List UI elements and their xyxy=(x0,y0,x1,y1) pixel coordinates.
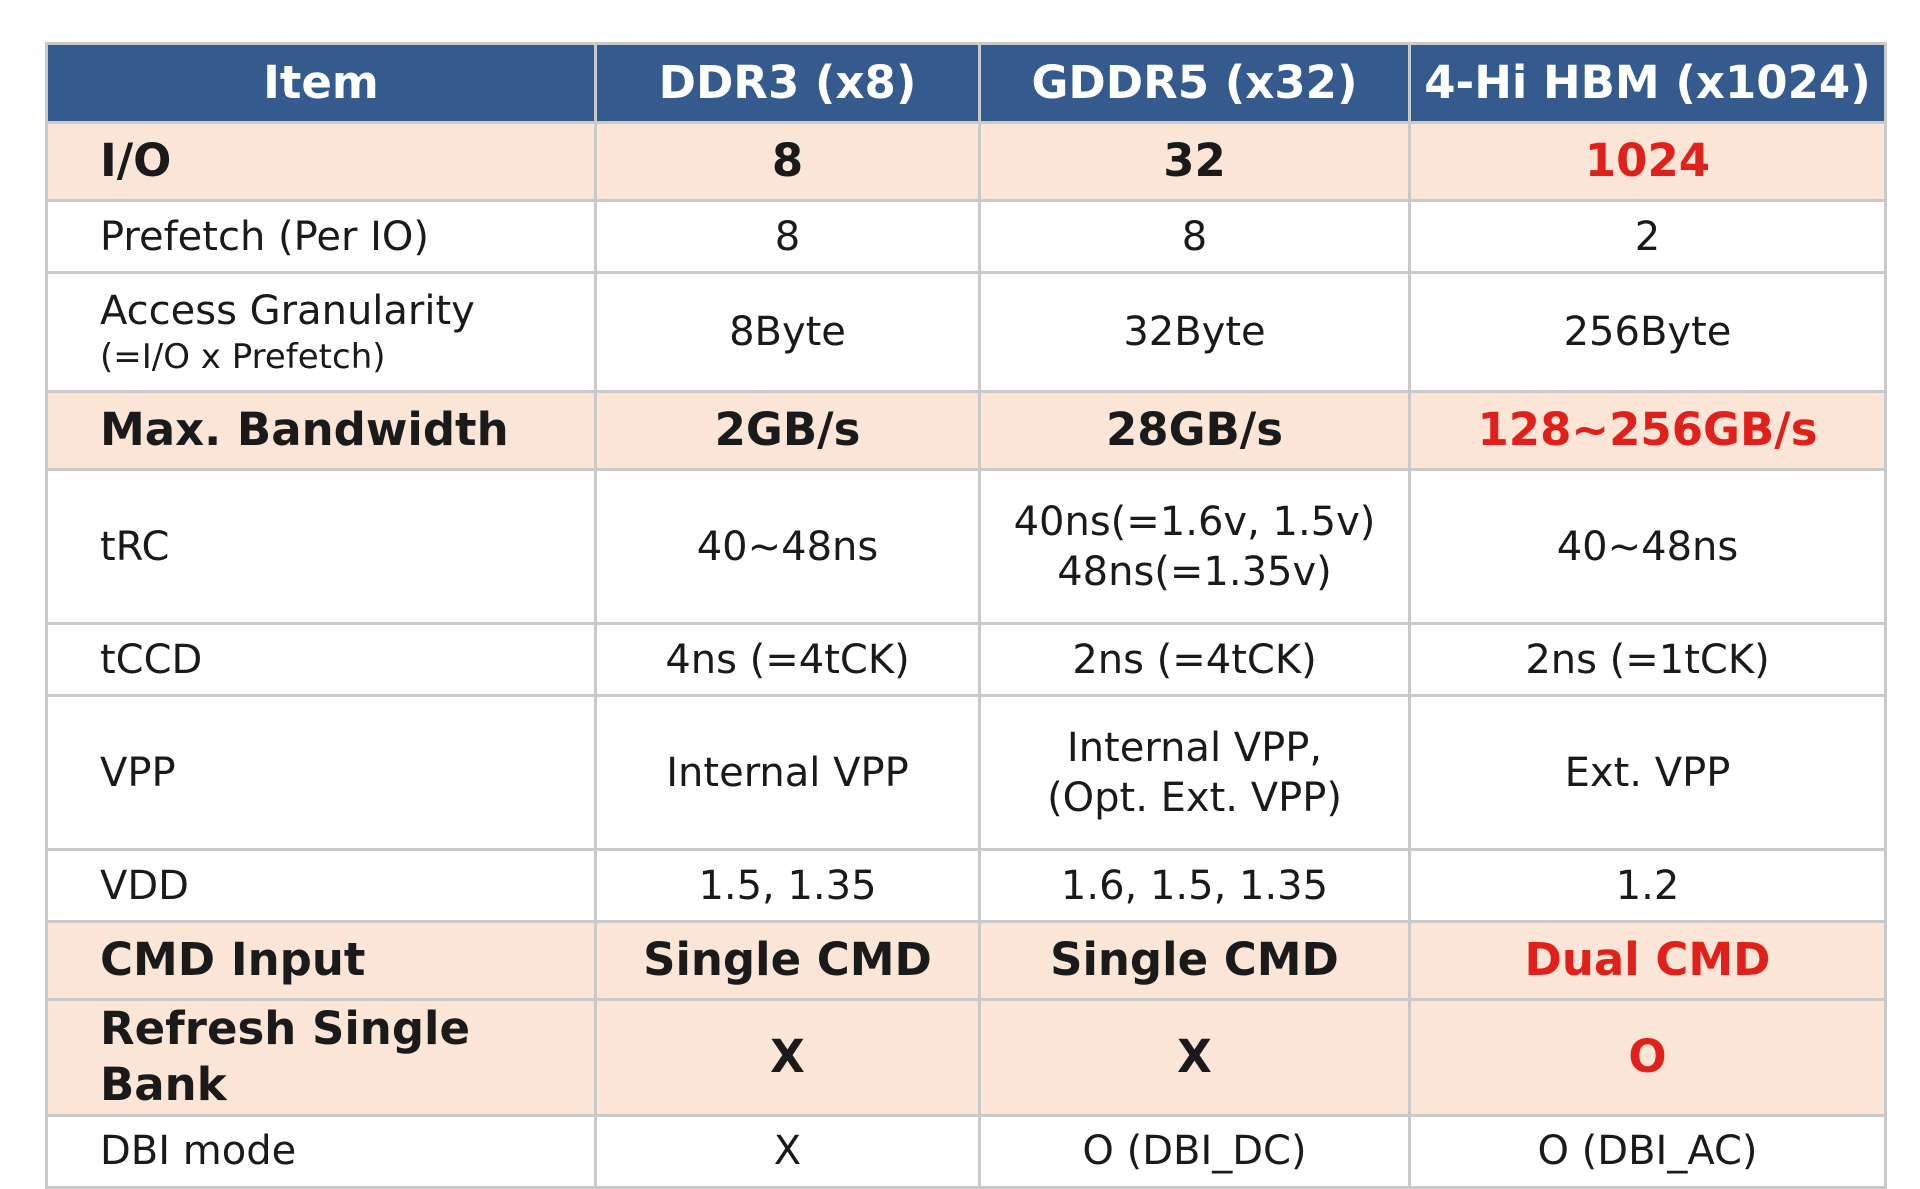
gddr5-line2: 48ns(=1.35v) xyxy=(1057,548,1332,595)
header-hbm: 4-Hi HBM (x1024) xyxy=(1408,42,1887,124)
hbm-cell: Dual CMD xyxy=(1408,920,1887,1001)
ddr3-cell: 2GB/s xyxy=(594,390,981,471)
ddr3-cell: 8 xyxy=(594,199,981,274)
ddr3-cell: 8 xyxy=(594,121,981,202)
row-prefetch: Prefetch (Per IO) 8 8 2 xyxy=(45,199,1887,274)
gddr5-cell: 32 xyxy=(978,121,1411,202)
item-label: Access Granularity xyxy=(100,287,475,334)
hbm-cell: 40~48ns xyxy=(1408,468,1887,625)
hbm-cell: O (DBI_AC) xyxy=(1408,1113,1887,1189)
gddr5-cell: 28GB/s xyxy=(978,390,1411,471)
hbm-cell: 1.2 xyxy=(1408,848,1887,923)
ddr3-cell: 8Byte xyxy=(594,271,981,393)
header-ddr3: DDR3 (x8) xyxy=(594,42,981,124)
gddr5-line1: Internal VPP, xyxy=(1066,724,1323,771)
gddr5-cell: 32Byte xyxy=(978,271,1411,393)
item-sublabel: (=I/O x Prefetch) xyxy=(100,336,386,377)
row-cmd-input: CMD Input Single CMD Single CMD Dual CMD xyxy=(45,920,1887,1001)
gddr5-line1: 40ns(=1.6v, 1.5v) xyxy=(1013,498,1376,545)
gddr5-cell: 2ns (=4tCK) xyxy=(978,622,1411,697)
item-cell: Max. Bandwidth xyxy=(45,390,597,471)
ddr3-cell: 40~48ns xyxy=(594,468,981,625)
row-vdd: VDD 1.5, 1.35 1.6, 1.5, 1.35 1.2 xyxy=(45,848,1887,923)
item-cell: tCCD xyxy=(45,622,597,697)
ddr3-cell: 1.5, 1.35 xyxy=(594,848,981,923)
comparison-table: Item DDR3 (x8) GDDR5 (x32) 4-Hi HBM (x10… xyxy=(45,42,1887,1189)
item-cell: VPP xyxy=(45,694,597,851)
gddr5-cell: 1.6, 1.5, 1.35 xyxy=(978,848,1411,923)
row-refresh-single-bank: Refresh Single Bank X X O xyxy=(45,998,1887,1117)
row-tccd: tCCD 4ns (=4tCK) 2ns (=4tCK) 2ns (=1tCK) xyxy=(45,622,1887,697)
hbm-cell: 256Byte xyxy=(1408,271,1887,393)
ddr3-cell: 4ns (=4tCK) xyxy=(594,622,981,697)
row-max-bandwidth: Max. Bandwidth 2GB/s 28GB/s 128~256GB/s xyxy=(45,390,1887,471)
gddr5-line2: (Opt. Ext. VPP) xyxy=(1047,774,1342,821)
ddr3-cell: Internal VPP xyxy=(594,694,981,851)
gddr5-cell: X xyxy=(978,998,1411,1117)
item-cell: DBI mode xyxy=(45,1113,597,1189)
gddr5-cell: Single CMD xyxy=(978,920,1411,1001)
item-cell: CMD Input xyxy=(45,920,597,1001)
row-dbi-mode: DBI mode X O (DBI_DC) O (DBI_AC) xyxy=(45,1113,1887,1189)
ddr3-cell: X xyxy=(594,1113,981,1189)
row-io: I/O 8 32 1024 xyxy=(45,121,1887,202)
ddr3-cell: Single CMD xyxy=(594,920,981,1001)
gddr5-cell: Internal VPP, (Opt. Ext. VPP) xyxy=(978,694,1411,851)
hbm-cell: 2 xyxy=(1408,199,1887,274)
row-access-granularity: Access Granularity (=I/O x Prefetch) 8By… xyxy=(45,271,1887,393)
header-row: Item DDR3 (x8) GDDR5 (x32) 4-Hi HBM (x10… xyxy=(45,42,1887,124)
hbm-cell: O xyxy=(1408,998,1887,1117)
item-cell: Refresh Single Bank xyxy=(45,998,597,1117)
item-cell: tRC xyxy=(45,468,597,625)
header-item: Item xyxy=(45,42,597,124)
row-trc: tRC 40~48ns 40ns(=1.6v, 1.5v) 48ns(=1.35… xyxy=(45,468,1887,625)
gddr5-cell: 40ns(=1.6v, 1.5v) 48ns(=1.35v) xyxy=(978,468,1411,625)
row-vpp: VPP Internal VPP Internal VPP, (Opt. Ext… xyxy=(45,694,1887,851)
hbm-cell: Ext. VPP xyxy=(1408,694,1887,851)
ddr3-cell: X xyxy=(594,998,981,1117)
item-cell: I/O xyxy=(45,121,597,202)
gddr5-cell: O (DBI_DC) xyxy=(978,1113,1411,1189)
item-cell: VDD xyxy=(45,848,597,923)
hbm-cell: 2ns (=1tCK) xyxy=(1408,622,1887,697)
hbm-cell: 128~256GB/s xyxy=(1408,390,1887,471)
item-cell: Access Granularity (=I/O x Prefetch) xyxy=(45,271,597,393)
gddr5-cell: 8 xyxy=(978,199,1411,274)
header-gddr5: GDDR5 (x32) xyxy=(978,42,1411,124)
hbm-cell: 1024 xyxy=(1408,121,1887,202)
item-cell: Prefetch (Per IO) xyxy=(45,199,597,274)
